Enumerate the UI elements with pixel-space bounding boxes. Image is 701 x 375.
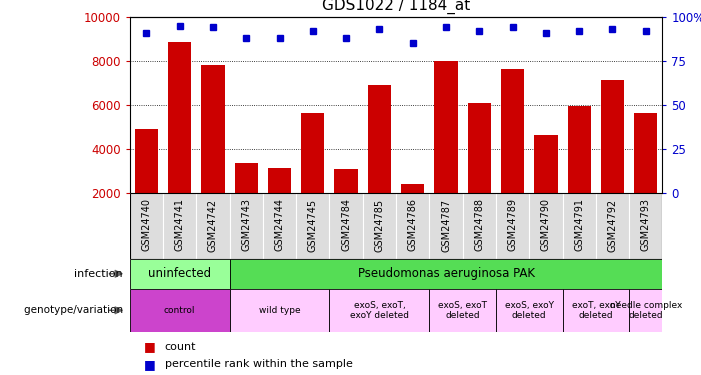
Bar bbox=[629, 289, 662, 332]
Bar bbox=[396, 193, 429, 259]
Bar bbox=[496, 289, 562, 332]
Bar bbox=[468, 103, 491, 237]
Text: uninfected: uninfected bbox=[148, 267, 211, 280]
Text: GSM24793: GSM24793 bbox=[641, 198, 651, 251]
Bar bbox=[235, 164, 258, 237]
Text: GSM24787: GSM24787 bbox=[441, 198, 451, 252]
Bar bbox=[196, 193, 230, 259]
Bar bbox=[501, 69, 524, 237]
Bar bbox=[130, 259, 230, 289]
Bar bbox=[601, 80, 624, 237]
Bar bbox=[429, 193, 463, 259]
Text: needle complex
deleted: needle complex deleted bbox=[610, 301, 682, 320]
Text: GSM24789: GSM24789 bbox=[508, 198, 517, 251]
Text: exoS, exoY
deleted: exoS, exoY deleted bbox=[505, 301, 554, 320]
Bar bbox=[201, 65, 224, 237]
Bar bbox=[368, 85, 391, 237]
Text: GSM24743: GSM24743 bbox=[241, 198, 251, 251]
Bar bbox=[429, 289, 496, 332]
Text: GSM24791: GSM24791 bbox=[574, 198, 584, 251]
Bar bbox=[163, 193, 196, 259]
Bar bbox=[629, 193, 662, 259]
Bar bbox=[496, 193, 529, 259]
Text: Pseudomonas aeruginosa PAK: Pseudomonas aeruginosa PAK bbox=[358, 267, 534, 280]
Text: GSM24740: GSM24740 bbox=[142, 198, 151, 251]
Text: GSM24790: GSM24790 bbox=[541, 198, 551, 251]
Text: control: control bbox=[164, 306, 196, 315]
Bar bbox=[130, 193, 163, 259]
Text: GSM24744: GSM24744 bbox=[275, 198, 285, 251]
Bar bbox=[230, 259, 662, 289]
Text: exoS, exoT
deleted: exoS, exoT deleted bbox=[438, 301, 487, 320]
Bar bbox=[329, 193, 363, 259]
Bar bbox=[297, 193, 329, 259]
Text: ■: ■ bbox=[144, 358, 156, 371]
Text: genotype/variation: genotype/variation bbox=[24, 305, 126, 315]
Bar bbox=[435, 61, 458, 237]
Text: percentile rank within the sample: percentile rank within the sample bbox=[165, 359, 353, 369]
Text: GSM24745: GSM24745 bbox=[308, 198, 318, 252]
Bar bbox=[301, 113, 325, 237]
Text: GSM24786: GSM24786 bbox=[408, 198, 418, 251]
Bar bbox=[130, 289, 230, 332]
Bar bbox=[135, 129, 158, 237]
Bar bbox=[329, 289, 429, 332]
Text: count: count bbox=[165, 342, 196, 352]
Bar bbox=[529, 193, 562, 259]
Text: GSM24742: GSM24742 bbox=[208, 198, 218, 252]
Text: GSM24784: GSM24784 bbox=[341, 198, 351, 251]
Text: GSM24741: GSM24741 bbox=[175, 198, 184, 251]
Bar bbox=[401, 184, 424, 237]
Bar bbox=[168, 42, 191, 237]
Text: wild type: wild type bbox=[259, 306, 300, 315]
Text: GSM24792: GSM24792 bbox=[608, 198, 618, 252]
Bar bbox=[534, 135, 557, 237]
Bar bbox=[568, 106, 591, 237]
Text: ■: ■ bbox=[144, 340, 156, 354]
Bar bbox=[562, 289, 629, 332]
Bar bbox=[230, 193, 263, 259]
Bar bbox=[363, 193, 396, 259]
Bar bbox=[634, 113, 658, 237]
Text: infection: infection bbox=[74, 269, 126, 279]
Bar bbox=[268, 168, 291, 237]
Bar bbox=[230, 289, 329, 332]
Text: GSM24788: GSM24788 bbox=[475, 198, 484, 251]
Bar bbox=[463, 193, 496, 259]
Bar bbox=[562, 193, 596, 259]
Text: GSM24785: GSM24785 bbox=[374, 198, 384, 252]
Bar bbox=[596, 193, 629, 259]
Text: exoT, exoY
deleted: exoT, exoY deleted bbox=[571, 301, 620, 320]
Text: exoS, exoT,
exoY deleted: exoS, exoT, exoY deleted bbox=[350, 301, 409, 320]
Title: GDS1022 / 1184_at: GDS1022 / 1184_at bbox=[322, 0, 470, 14]
Bar bbox=[334, 169, 358, 237]
Bar bbox=[263, 193, 297, 259]
